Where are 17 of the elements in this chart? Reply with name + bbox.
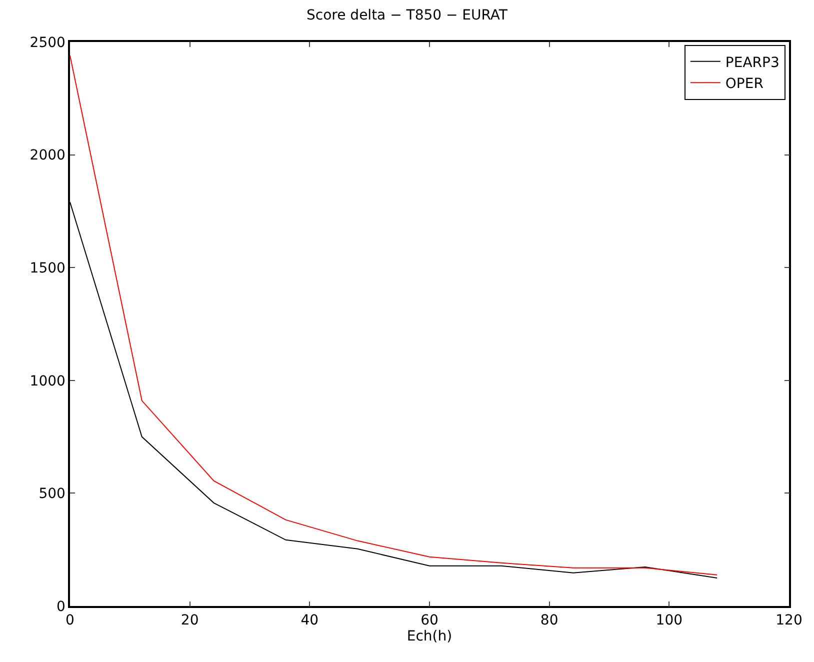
legend-label: OPER [725, 76, 764, 92]
y-tick-label: 2000 [30, 148, 66, 164]
y-tick-label: 500 [38, 486, 66, 502]
legend-label: PEARP3 [725, 54, 780, 71]
x-tick-label: 60 [420, 612, 438, 629]
y-tick-label: 0 [56, 598, 66, 615]
line-series [70, 55, 718, 576]
y-tick-label: 2500 [30, 34, 66, 51]
chart-title: Score delta − T850 − EURAT [306, 8, 508, 24]
x-tick-label: 40 [300, 612, 319, 629]
x-tick-label: 120 [776, 612, 802, 629]
x-tick-label: 100 [656, 612, 683, 629]
x-tick-label: 80 [540, 612, 558, 629]
x-axis-title: Ech(h) [406, 628, 452, 645]
y-tick-label: 1500 [30, 260, 66, 276]
x-tick-label: 20 [180, 612, 199, 629]
y-tick-label: 1000 [30, 373, 66, 390]
